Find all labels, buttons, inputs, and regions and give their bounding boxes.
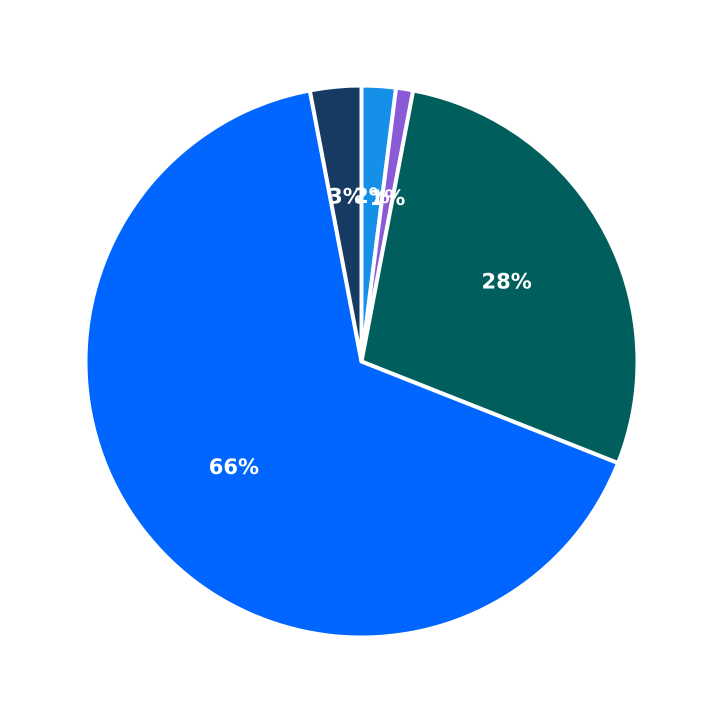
pie-slices: [83, 83, 640, 640]
pie-slice-labels: 2%1% 28% 66% 3%: [209, 184, 532, 479]
pie-slice-2: [359, 88, 640, 466]
pie-slice-label-3: 66%: [209, 455, 259, 479]
pie-slice-label-4: 3%: [328, 185, 364, 209]
pie-slice-label-2: 28%: [481, 270, 531, 294]
pie-slice-label-1: 1%: [370, 186, 406, 210]
pie-slice-4: [307, 83, 364, 364]
pie-slice-3: [83, 88, 621, 640]
pie-slice-label-0: 2%: [354, 184, 390, 208]
